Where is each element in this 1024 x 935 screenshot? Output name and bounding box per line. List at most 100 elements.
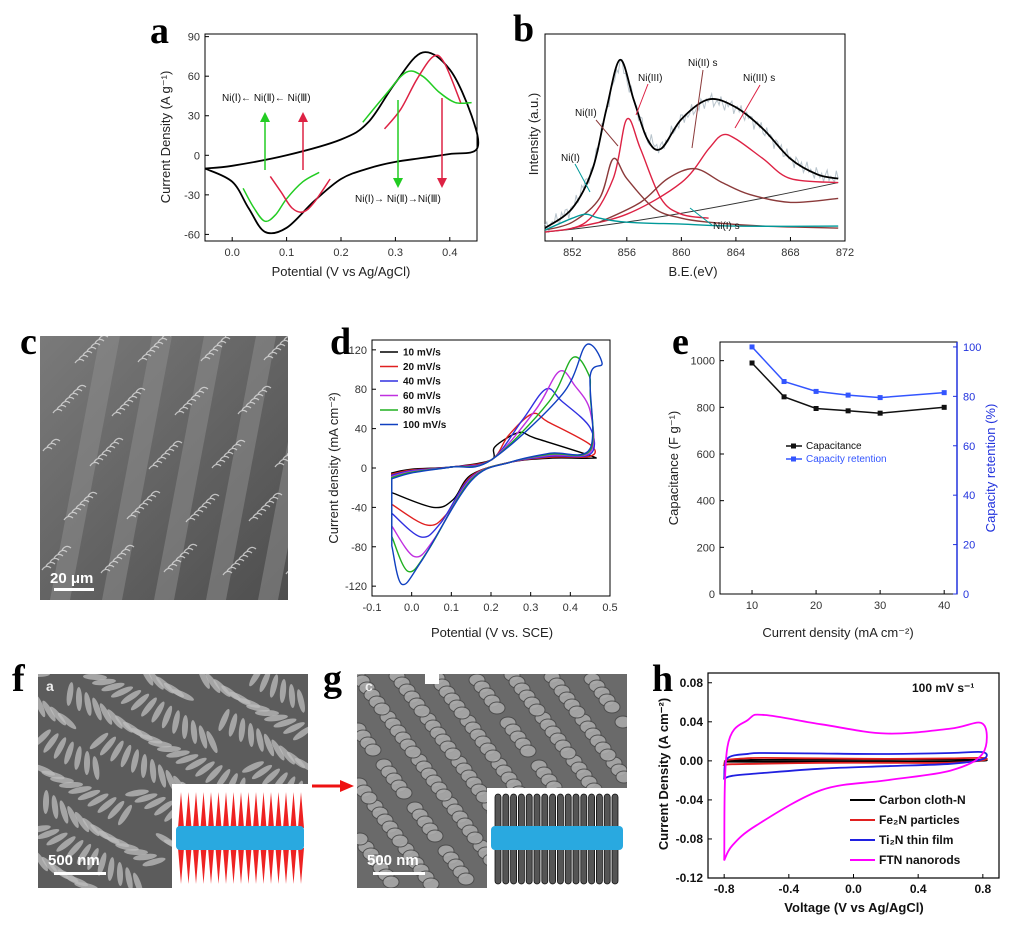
chart-a-xlabel: Potential (V vs Ag/AgCl) — [272, 264, 411, 279]
scale-label-g: 500 nm — [367, 852, 419, 869]
chart-a-series-2 — [269, 175, 331, 213]
chart-e-ylabel: Capacitance (F g⁻¹) — [666, 411, 681, 526]
chart-h-scanrate: 100 mV s⁻¹ — [912, 681, 974, 695]
chart-b-ann-ni2s: Ni(II) s — [688, 58, 717, 69]
chart-a-ytick-4: 60 — [188, 71, 200, 83]
chart-b-xtick-3: 864 — [727, 247, 745, 259]
chart-h-xtick-0: -0.8 — [714, 882, 735, 896]
panel-label-e: e — [672, 321, 689, 363]
chart-h-series-1 — [722, 756, 988, 766]
chart-h-ytick-0: -0.12 — [676, 871, 704, 885]
chart-e-y2-ytick-2: 40 — [963, 490, 975, 502]
scale-bar-c — [54, 588, 94, 591]
inset-nanowire-array-f — [172, 784, 308, 888]
chart-b-xlabel: B.E.(eV) — [668, 264, 717, 279]
chart-e-y2-ytick-0: 0 — [963, 589, 969, 601]
chart-e-series-0-point-4 — [877, 410, 883, 416]
chart-h-ytick-5: 0.08 — [680, 676, 704, 690]
chart-d-ylabel: Current density (mA cm⁻²) — [326, 392, 341, 543]
chart-e-ytick-4: 800 — [697, 402, 715, 414]
chart-h-ytick-4: 0.04 — [680, 715, 704, 729]
chart-d-ytick-6: 120 — [349, 345, 367, 357]
chart-e-series-line-1 — [751, 346, 945, 399]
chart-h-ytick-2: -0.04 — [676, 793, 704, 807]
chart-d-xtick-6: 0.5 — [602, 602, 617, 614]
chart-e-y2-ytick-1: 20 — [963, 540, 975, 552]
panel-label-g: g — [323, 658, 342, 700]
chart-e-series-1-point-0 — [749, 344, 755, 350]
chart-d-xtick-2: 0.1 — [444, 602, 459, 614]
panel-label-a: a — [150, 10, 169, 52]
sem-g-notch — [425, 674, 439, 684]
panel-label-d: d — [330, 321, 352, 363]
chart-e-y2-ytick-4: 80 — [963, 391, 975, 403]
chart-d-legend-label-1: 20 mV/s — [403, 362, 441, 373]
sem-image-f: a 500 nm — [38, 674, 308, 888]
chart-a-ytick-3: 30 — [188, 111, 200, 123]
chart-h-legend-label-1: Fe₂N particles — [879, 813, 960, 827]
chart-d-ytick-3: 0 — [361, 463, 367, 475]
chart-a-series-1 — [242, 171, 320, 223]
chart-e-xtick-3: 40 — [938, 600, 950, 612]
chart-a-ytick-0: -60 — [184, 229, 200, 241]
chart-e-ytick-1: 200 — [697, 542, 715, 554]
chart-b-ylabel: Intensity (a.u.) — [526, 93, 541, 175]
chart-b-series-3 — [544, 157, 839, 231]
chart-e-series-0-point-0 — [749, 360, 755, 366]
chart-b-series-0 — [544, 58, 839, 229]
chart-h-legend-label-2: Ti₂N thin film — [879, 833, 953, 847]
chart-b-ann-ni2: Ni(II) — [575, 108, 597, 119]
chart-a-annotation-oxidation: Ni(Ⅰ)→ Ni(Ⅱ)→Ni(Ⅲ) — [355, 194, 441, 205]
chart-h-legend-label-3: FTN nanorods — [879, 853, 961, 867]
chart-a-ytick-2: 0 — [194, 150, 200, 162]
chart-b-leader-lines — [574, 69, 761, 226]
chart-e-xtick-1: 20 — [810, 600, 822, 612]
chart-e-legend-capacitance: Capacitance — [806, 441, 862, 452]
chart-h-xtick-3: 0.4 — [910, 882, 927, 896]
chart-b-ann-ni3: Ni(III) — [638, 73, 662, 84]
chart-b-series-1 — [544, 117, 709, 233]
chart-h-xlabel: Voltage (V vs Ag/AgCl) — [784, 900, 923, 915]
chart-b-background — [544, 182, 839, 233]
chart-a-xtick-4: 0.4 — [442, 247, 457, 259]
chart-a-xtick-2: 0.2 — [333, 247, 348, 259]
chart-b-xtick-0: 852 — [563, 247, 581, 259]
chart-e-y2-ytick-5: 100 — [963, 342, 981, 354]
chart-e-series-1-point-5 — [941, 390, 947, 396]
chart-a-ytick-5: 90 — [188, 32, 200, 44]
chart-a-series-3 — [362, 70, 472, 123]
chart-e-xlabel: Current density (mA cm⁻²) — [762, 625, 913, 640]
chart-e-series-line-0 — [751, 362, 945, 414]
panel-label-h: h — [652, 658, 674, 700]
chart-e-ytick-0: 0 — [709, 589, 715, 601]
chart-b-xtick-2: 860 — [672, 247, 690, 259]
chart-a-annotation-reduction: Ni(Ⅰ)← Ni(Ⅱ)← Ni(Ⅲ) — [222, 93, 311, 104]
chart-d-legend-label-5: 100 mV/s — [403, 420, 447, 431]
chart-a-series-0 — [204, 51, 480, 235]
scale-bar-f — [54, 872, 106, 875]
chart-d-xtick-4: 0.3 — [523, 602, 538, 614]
chart-h-series-2 — [723, 750, 988, 780]
chart-b-ann-ni1s: Ni(I) s — [713, 221, 740, 232]
chart-d-series-5 — [391, 343, 603, 586]
chart-b-xtick-5: 872 — [836, 247, 854, 259]
chart-d-ytick-1: -80 — [351, 542, 367, 554]
chart-a-ytick-1: -30 — [184, 190, 200, 202]
chart-d-ytick-5: 80 — [355, 384, 367, 396]
chart-e-legend: Capacitance Capacity retention — [786, 441, 887, 465]
chart-h-xtick-2: 0.0 — [845, 882, 862, 896]
chart-b-ann-ni1: Ni(I) — [561, 153, 580, 164]
chart-d-legend-label-0: 10 mV/s — [403, 348, 441, 359]
chart-a-series-4 — [383, 54, 462, 130]
chart-a-arrows — [260, 98, 447, 188]
chart-d-xlabel: Potential (V vs. SCE) — [431, 625, 553, 640]
chart-b-xtick-4: 868 — [781, 247, 799, 259]
chart-h-ytick-3: 0.00 — [680, 754, 704, 768]
chart-d-ytick-0: -120 — [345, 581, 367, 593]
chart-a-xtick-0: 0.0 — [225, 247, 240, 259]
chart-a-xtick-1: 0.1 — [279, 247, 294, 259]
chart-d-xtick-0: -0.1 — [363, 602, 382, 614]
